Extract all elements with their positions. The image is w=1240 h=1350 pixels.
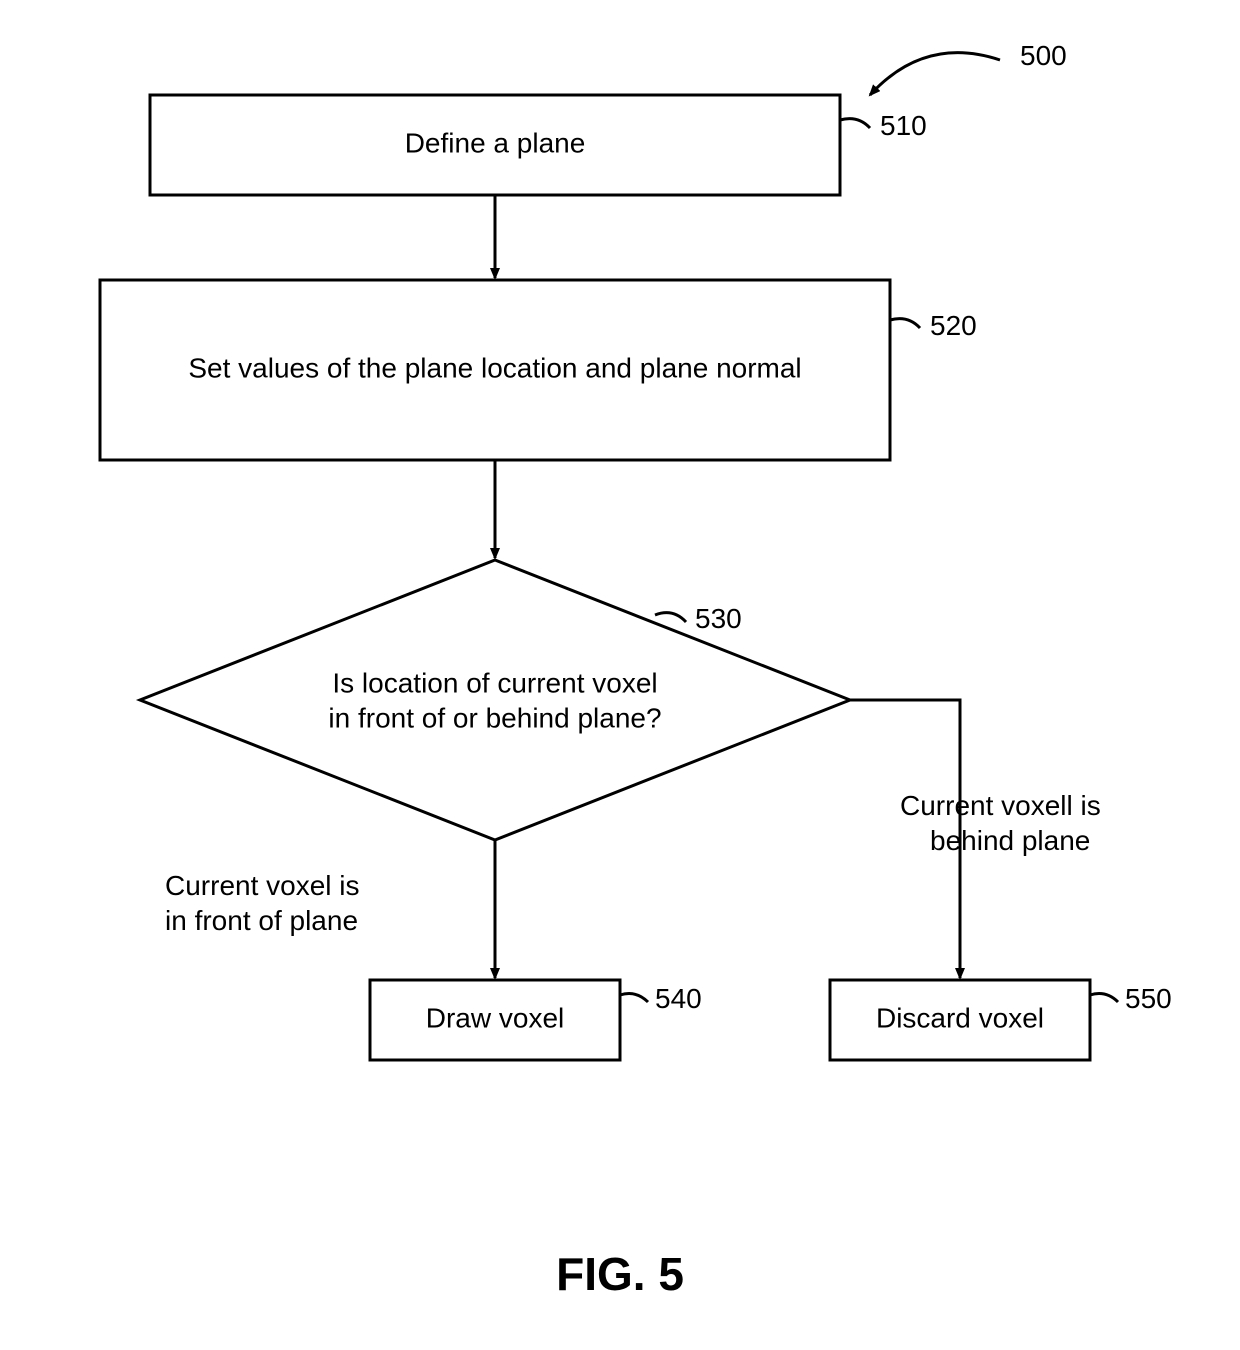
decision-box-530 (140, 560, 850, 840)
ref-label-540: 540 (655, 983, 702, 1014)
edge-front-l2: in front of plane (165, 905, 358, 936)
figure-label: FIG. 5 (556, 1248, 684, 1300)
process-text-550: Discard voxel (876, 1002, 1044, 1033)
flowchart-svg: 500 Define a plane 510 Set values of the… (0, 0, 1240, 1350)
edge-behind-l2: behind plane (930, 825, 1090, 856)
ref-tick-510 (840, 119, 870, 128)
edge-front-l1: Current voxel is (165, 870, 360, 901)
ref-tick-530 (655, 613, 686, 622)
decision-text-530-l2: in front of or behind plane? (328, 702, 661, 733)
ref-label-520: 520 (930, 310, 977, 341)
ref-label-510: 510 (880, 110, 927, 141)
ref-label-530: 530 (695, 603, 742, 634)
edge-behind-l1: Current voxell is (900, 790, 1101, 821)
ref-tick-520 (890, 319, 920, 328)
process-text-520: Set values of the plane location and pla… (188, 352, 801, 383)
process-text-510: Define a plane (405, 127, 586, 158)
ref-tick-550 (1090, 994, 1118, 1002)
decision-text-530-l1: Is location of current voxel (332, 667, 657, 698)
process-text-540: Draw voxel (426, 1002, 564, 1033)
ref-label-500: 500 (1020, 40, 1067, 71)
ref-arrow-500 (870, 53, 1000, 95)
ref-label-550: 550 (1125, 983, 1172, 1014)
ref-tick-540 (620, 994, 648, 1002)
